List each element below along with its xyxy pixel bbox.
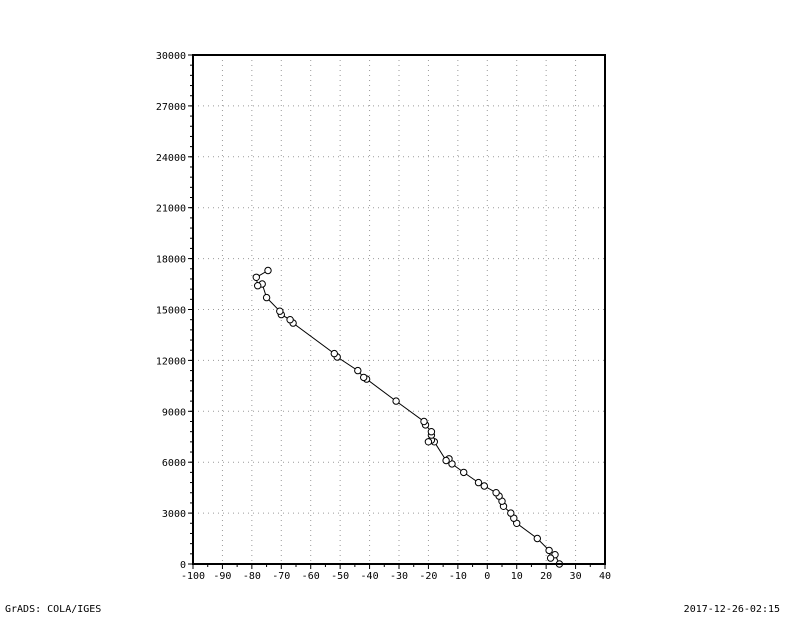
y-tick-label: 27000 (156, 102, 186, 113)
y-tick-label: 12000 (156, 356, 186, 367)
y-tick-label: 9000 (162, 407, 186, 418)
y-tick-label: 30000 (156, 51, 186, 62)
data-point-marker (545, 546, 553, 555)
data-point-marker (252, 273, 260, 281)
y-tick-label: 3000 (162, 509, 186, 520)
data-point-marker (424, 438, 433, 446)
x-tick-label: 10 (511, 571, 523, 582)
x-tick-label: -10 (449, 571, 467, 582)
data-point-marker (533, 534, 541, 543)
footer-credit: GrADS: COLA/IGES (5, 604, 102, 615)
x-tick-label: -100 (181, 571, 205, 582)
axis-tick-labels: -100 -90 -80 -70 -60 -50 -40 -30 -20 -10 0 10 20 30 40… (156, 51, 611, 582)
x-tick-label: 40 (599, 571, 611, 582)
y-tick-label: 21000 (156, 204, 186, 215)
data-point-marker (286, 316, 294, 324)
data-point-marker (480, 482, 488, 490)
data-point-marker (427, 428, 436, 436)
x-tick-label: 30 (570, 571, 582, 582)
data-point-marker (262, 293, 271, 302)
axis-ticks (188, 54, 606, 569)
data-point-marker (474, 478, 483, 487)
data-point-marker (276, 307, 284, 315)
x-tick-label: -50 (331, 571, 349, 582)
x-tick-label: -60 (302, 571, 320, 582)
x-tick-label: 0 (484, 571, 490, 582)
data-point-marker (442, 456, 450, 465)
y-tick-label: 18000 (156, 255, 186, 266)
footer-timestamp: 2017-12-26-02:15 (683, 604, 780, 615)
y-tick-label: 24000 (156, 153, 186, 164)
data-point-marker (330, 349, 338, 358)
data-point-marker (420, 417, 428, 426)
x-tick-label: -80 (243, 571, 261, 582)
data-point-marker (460, 468, 468, 477)
grid-lines (193, 55, 605, 564)
x-tick-label: -40 (361, 571, 379, 582)
data-point-marker (546, 554, 555, 562)
x-tick-label: -90 (213, 571, 231, 582)
x-tick-label: -70 (272, 571, 290, 582)
data-point-marker (492, 489, 500, 497)
x-tick-label: -20 (419, 571, 437, 582)
data-point-marker (354, 366, 362, 375)
x-tick-label: 20 (540, 571, 552, 582)
data-point-marker (254, 282, 262, 290)
data-point-marker (264, 266, 272, 275)
series-markers (252, 266, 564, 568)
data-point-marker (507, 509, 515, 517)
y-tick-label: 6000 (162, 458, 186, 469)
data-point-marker (392, 397, 400, 405)
y-tick-label: 0 (180, 560, 186, 571)
data-point-marker (360, 373, 368, 382)
y-tick-label: 15000 (156, 306, 186, 317)
x-tick-label: -30 (390, 571, 408, 582)
plot-frame (192, 54, 606, 565)
